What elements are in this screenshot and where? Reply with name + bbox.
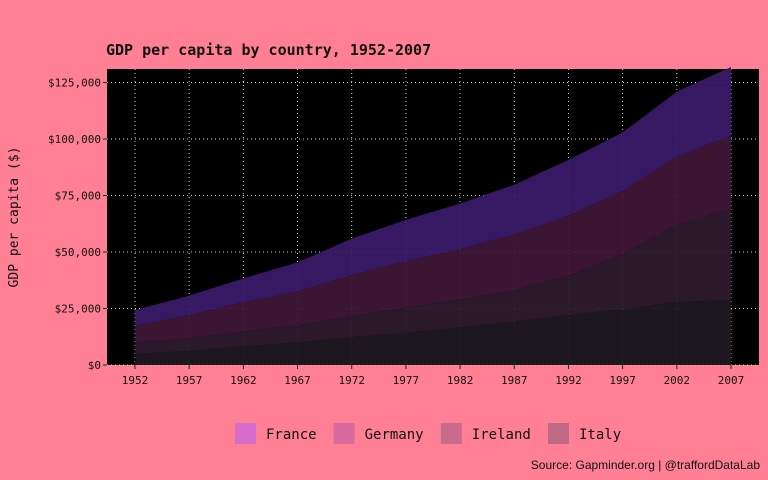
- x-tick-label-2: 1962: [230, 374, 257, 387]
- x-tick-label-11: 2007: [718, 374, 745, 387]
- x-tick-label-9: 1997: [609, 374, 636, 387]
- area-germany: [135, 135, 731, 343]
- y-axis-ticks: $0 $25,000 $50,000 $75,000 $100,000 $125,000: [48, 77, 107, 372]
- y-tick-label-1: $25,000: [55, 303, 101, 316]
- y-tick-label-2: $50,000: [55, 246, 101, 259]
- area-series-group: [135, 67, 731, 365]
- area-france: [135, 67, 731, 326]
- x-tick-label-10: 2002: [664, 374, 691, 387]
- x-tick-label-3: 1967: [284, 374, 311, 387]
- legend-swatch-ireland: [440, 423, 462, 444]
- legend-swatch-germany: [333, 423, 355, 444]
- area-ireland: [135, 208, 731, 354]
- legend-label-italy: Italy: [579, 427, 621, 443]
- legend-swatch-france: [235, 423, 256, 444]
- legend-label-germany: Germany: [365, 427, 424, 443]
- y-tick-label-4: $100,000: [48, 133, 101, 146]
- y-tick-label-0: $0: [88, 359, 101, 372]
- area-italy: [135, 300, 731, 365]
- legend-label-ireland: Ireland: [472, 427, 531, 443]
- y-tick-label-5: $125,000: [48, 77, 101, 90]
- x-tick-label-4: 1972: [338, 374, 365, 387]
- x-tick-label-1: 1957: [176, 374, 203, 387]
- legend: France Germany Ireland Italy: [235, 423, 621, 444]
- source-caption: Source: Gapminder.org | @traffordDataLab: [530, 458, 760, 472]
- chart-title: GDP per capita by country, 1952-2007: [106, 41, 431, 59]
- legend-label-france: France: [266, 427, 317, 443]
- x-tick-label-7: 1987: [501, 374, 528, 387]
- x-tick-label-5: 1977: [393, 374, 420, 387]
- y-axis-label: GDP per capita ($): [7, 147, 22, 288]
- x-axis-ticks: 1952 1957 1962 1967 1972 1977 1982 1987 1992 1997…: [122, 365, 745, 387]
- x-tick-label-0: 1952: [122, 374, 149, 387]
- legend-swatch-italy: [548, 423, 569, 444]
- x-tick-label-6: 1982: [447, 374, 474, 387]
- y-tick-label-3: $75,000: [55, 190, 101, 203]
- x-tick-label-8: 1992: [555, 374, 582, 387]
